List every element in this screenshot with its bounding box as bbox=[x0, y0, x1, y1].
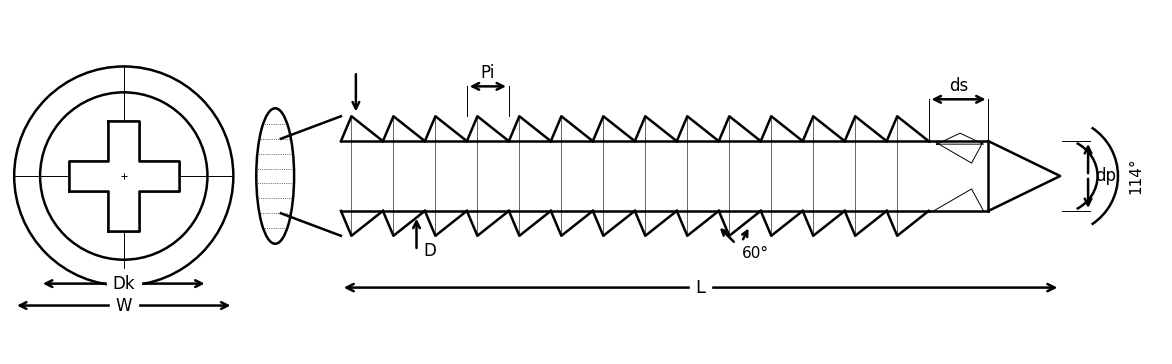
Polygon shape bbox=[69, 121, 178, 231]
Text: L: L bbox=[695, 278, 706, 297]
Text: D: D bbox=[423, 242, 436, 260]
Text: dp: dp bbox=[1095, 167, 1116, 185]
Text: 60°: 60° bbox=[742, 246, 769, 261]
Text: Dk: Dk bbox=[113, 274, 135, 293]
Text: Pi: Pi bbox=[481, 64, 495, 82]
Text: 114°: 114° bbox=[1129, 158, 1144, 194]
Text: ds: ds bbox=[949, 77, 968, 95]
Text: W: W bbox=[116, 297, 132, 314]
